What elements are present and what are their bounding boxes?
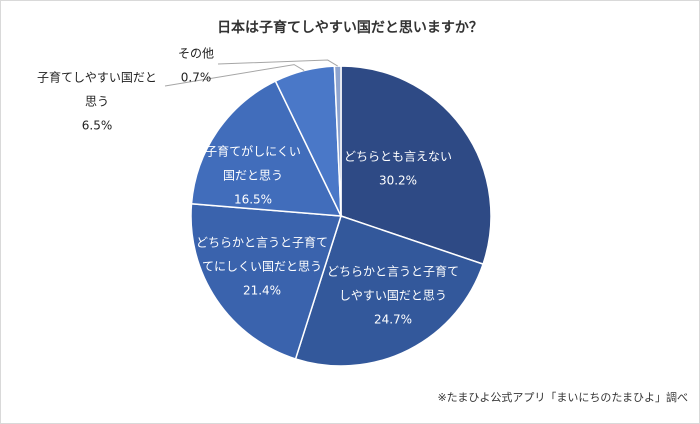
pie-slice bbox=[333, 65, 342, 217]
pie-slice bbox=[190, 202, 343, 360]
value-label: 0.7% bbox=[181, 71, 212, 85]
leader-line bbox=[217, 59, 338, 67]
slice-label: その他 bbox=[178, 47, 214, 61]
value-label: 24.7% bbox=[374, 313, 412, 327]
slice-label: しやすい国だと思う bbox=[339, 289, 447, 303]
slice-label: 子育てがしにくい bbox=[205, 144, 301, 159]
value-label: 21.4% bbox=[243, 284, 281, 298]
pie-slice bbox=[340, 65, 492, 266]
slice-label: どちらかと言うと子育て bbox=[196, 235, 328, 250]
slice-label: 思う bbox=[85, 95, 109, 109]
slice-label: てにしくい国だと思う bbox=[202, 260, 322, 274]
leader-line bbox=[164, 64, 305, 87]
slice-label: 国だと思う bbox=[223, 169, 283, 183]
slice-label: どちらかと言うと子育て bbox=[327, 264, 459, 279]
source-note: ※たまひよ公式アプリ「まいにちのたまひよ」調べ bbox=[437, 390, 688, 404]
slice-label: 子育てしやすい国だと bbox=[37, 70, 157, 85]
pie-slice bbox=[294, 215, 485, 367]
slice-label: どちらとも言えない bbox=[344, 150, 452, 164]
value-label: 16.5% bbox=[234, 193, 272, 207]
value-label: 6.5% bbox=[82, 119, 113, 133]
chart-title: 日本は子育てしやすい国だと思いますか？ bbox=[217, 19, 483, 36]
value-label: 30.2% bbox=[379, 174, 417, 188]
pie-slice bbox=[190, 80, 343, 217]
